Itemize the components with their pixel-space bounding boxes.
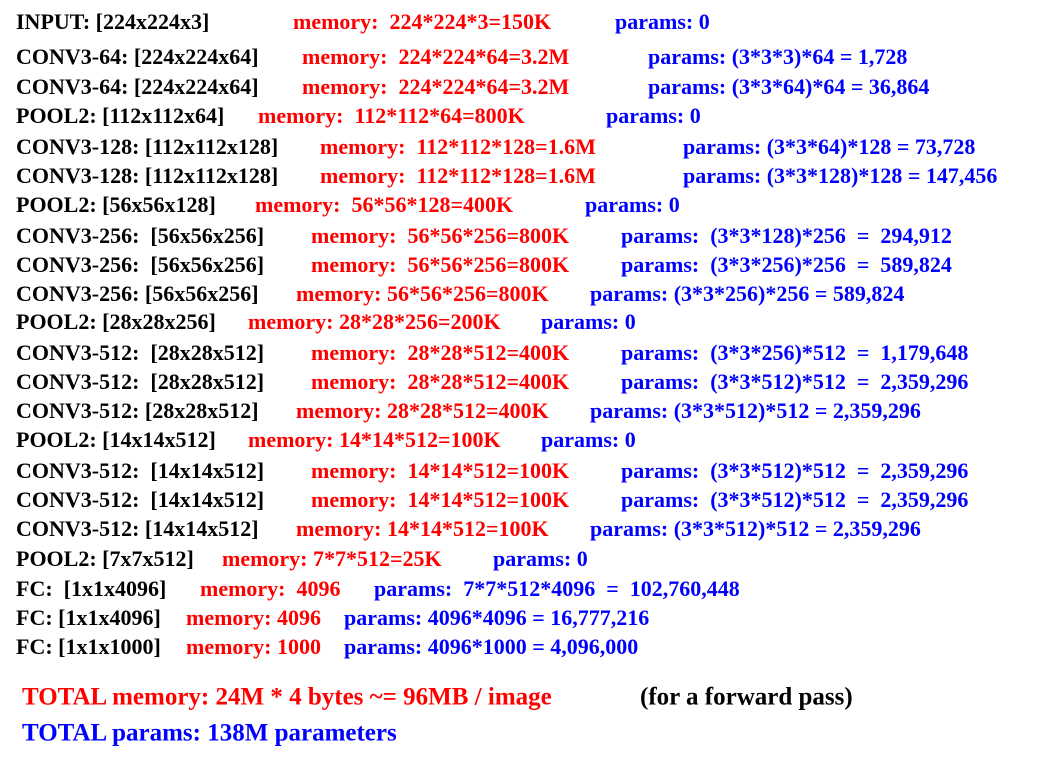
layer: POOL2: [112x112x64] bbox=[16, 103, 225, 128]
layer: CONV3-128: [112x112x128] bbox=[16, 163, 279, 188]
layer: CONV3-512: [28x28x512] bbox=[16, 340, 265, 365]
layer: POOL2: [14x14x512] bbox=[16, 427, 216, 452]
memory: memory: 112*112*128=1.6M bbox=[320, 134, 596, 159]
memory: memory: 112*112*128=1.6M bbox=[320, 163, 596, 188]
params: params: 0 bbox=[615, 9, 710, 34]
params: params: 0 bbox=[606, 103, 701, 128]
memory: memory: 28*28*512=400K bbox=[311, 369, 570, 394]
params: params: (3*3*3)*64 = 1,728 bbox=[648, 44, 908, 69]
total-params: TOTAL params: 138M parameters bbox=[22, 719, 397, 747]
total-memory-note: (for a forward pass) bbox=[640, 683, 853, 711]
params: params: 4096*1000 = 4,096,000 bbox=[344, 634, 639, 659]
memory: memory: 224*224*64=3.2M bbox=[302, 44, 570, 69]
layer: CONV3-512: [28x28x512] bbox=[16, 398, 259, 423]
memory: memory: 28*28*512=400K bbox=[296, 398, 549, 423]
layer: FC: [1x1x1000] bbox=[16, 634, 161, 659]
params: params: (3*3*256)*256 = 589,824 bbox=[590, 281, 905, 306]
layer: CONV3-512: [14x14x512] bbox=[16, 458, 265, 483]
layer: FC: [1x1x4096] bbox=[16, 576, 167, 601]
params: params: (3*3*256)*512 = 1,179,648 bbox=[621, 340, 969, 365]
params: params: 0 bbox=[493, 546, 588, 571]
layer: FC: [1x1x4096] bbox=[16, 605, 161, 630]
memory: memory: 28*28*512=400K bbox=[311, 340, 570, 365]
memory: memory: 14*14*512=100K bbox=[311, 487, 570, 512]
params: params: (3*3*64)*64 = 36,864 bbox=[648, 74, 930, 99]
memory: memory: 1000 bbox=[186, 634, 322, 659]
memory: memory: 56*56*128=400K bbox=[255, 192, 514, 217]
layer: POOL2: [28x28x256] bbox=[16, 309, 216, 334]
layer: CONV3-256: [56x56x256] bbox=[16, 281, 259, 306]
memory: memory: 4096 bbox=[186, 605, 322, 630]
layer: CONV3-256: [56x56x256] bbox=[16, 252, 265, 277]
memory: memory: 7*7*512=25K bbox=[222, 546, 442, 571]
layer: CONV3-64: [224x224x64] bbox=[16, 74, 259, 99]
params: params: (3*3*128)*256 = 294,912 bbox=[621, 223, 952, 248]
layer: CONV3-512: [28x28x512] bbox=[16, 369, 265, 394]
params: params: 4096*4096 = 16,777,216 bbox=[344, 605, 650, 630]
total-memory: TOTAL memory: 24M * 4 bytes ~= 96MB / im… bbox=[22, 683, 552, 711]
params: params: (3*3*256)*256 = 589,824 bbox=[621, 252, 952, 277]
params: params: 0 bbox=[541, 427, 636, 452]
params: params: (3*3*512)*512 = 2,359,296 bbox=[621, 458, 969, 483]
params: params: 0 bbox=[541, 309, 636, 334]
memory: memory: 112*112*64=800K bbox=[258, 103, 525, 128]
params: params: (3*3*512)*512 = 2,359,296 bbox=[590, 516, 921, 541]
layer: CONV3-64: [224x224x64] bbox=[16, 44, 259, 69]
layer: POOL2: [56x56x128] bbox=[16, 192, 216, 217]
params: params: 0 bbox=[585, 192, 680, 217]
memory: memory: 4096 bbox=[200, 576, 341, 601]
layer: INPUT: [224x224x3] bbox=[16, 9, 210, 34]
layer: CONV3-256: [56x56x256] bbox=[16, 223, 265, 248]
memory: memory: 56*56*256=800K bbox=[311, 252, 570, 277]
layer: CONV3-512: [14x14x512] bbox=[16, 516, 259, 541]
params: params: 7*7*512*4096 = 102,760,448 bbox=[374, 576, 740, 601]
params: params: (3*3*512)*512 = 2,359,296 bbox=[621, 369, 969, 394]
layer: POOL2: [7x7x512] bbox=[16, 546, 194, 571]
params: params: (3*3*512)*512 = 2,359,296 bbox=[621, 487, 969, 512]
memory: memory: 56*56*256=800K bbox=[311, 223, 570, 248]
memory: memory: 14*14*512=100K bbox=[296, 516, 549, 541]
layer: CONV3-512: [14x14x512] bbox=[16, 487, 265, 512]
params: params: (3*3*64)*128 = 73,728 bbox=[683, 134, 976, 159]
memory: memory: 28*28*256=200K bbox=[248, 309, 501, 334]
memory: memory: 224*224*64=3.2M bbox=[302, 74, 570, 99]
memory: memory: 14*14*512=100K bbox=[311, 458, 570, 483]
memory: memory: 56*56*256=800K bbox=[296, 281, 549, 306]
params: params: (3*3*128)*128 = 147,456 bbox=[683, 163, 998, 188]
memory: memory: 224*224*3=150K bbox=[293, 9, 552, 34]
params: params: (3*3*512)*512 = 2,359,296 bbox=[590, 398, 921, 423]
memory: memory: 14*14*512=100K bbox=[248, 427, 501, 452]
layer: CONV3-128: [112x112x128] bbox=[16, 134, 279, 159]
